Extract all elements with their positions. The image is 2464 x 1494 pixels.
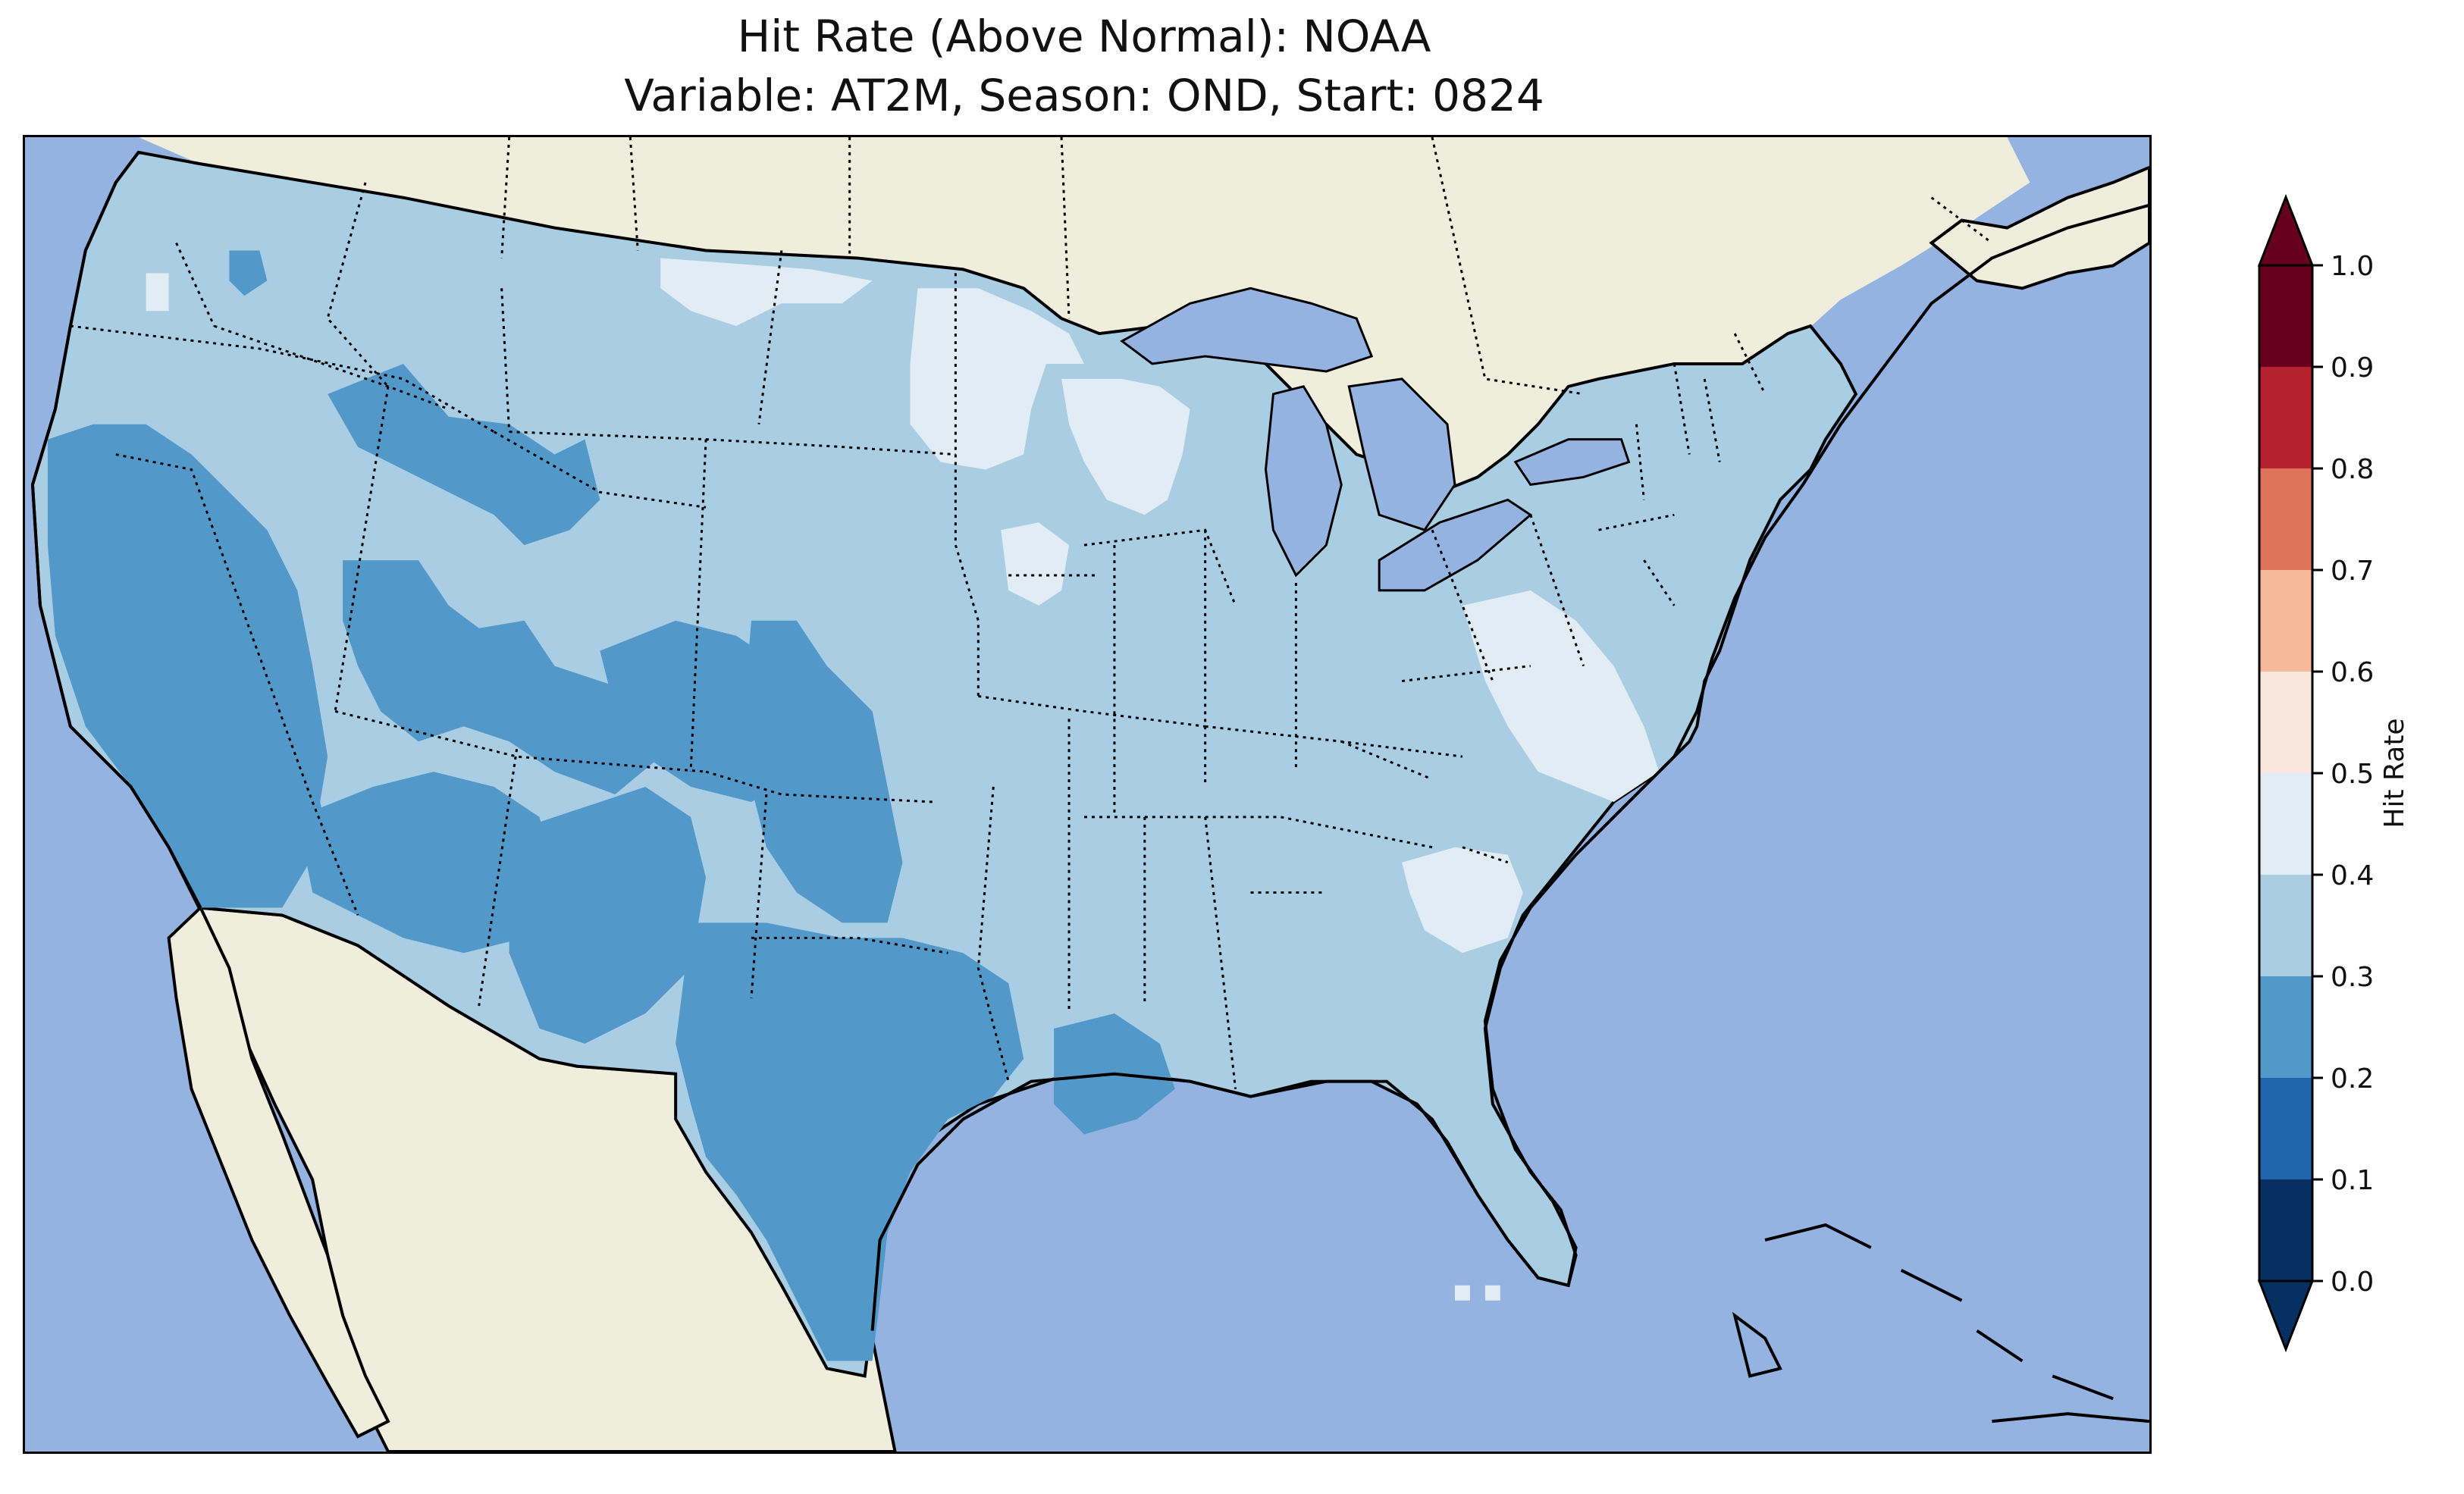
- map-panel: [23, 135, 2152, 1454]
- colorbar-bin-4: [2259, 773, 2312, 875]
- map-title: Hit Rate (Above Normal): NOAA: [737, 11, 1431, 62]
- colorbar-tick-label: 0.6: [2331, 657, 2374, 688]
- cell-florida-keys: [1454, 1285, 1500, 1301]
- colorbar-tick-label: 1.0: [2331, 251, 2374, 282]
- cell-sc-georgia: [1402, 847, 1523, 954]
- colorbar-ticks: 0.0 0.1 0.2 0.3 0.4 0.5 0.6 0.7 0.8 0.9 1.0: [2312, 251, 2374, 1298]
- hit-rate-cells-0.4-0.5: [146, 258, 1660, 1301]
- province-borders: [500, 137, 1993, 396]
- colorbar-bin-6: [2259, 570, 2312, 672]
- map-canvas: [25, 137, 2149, 1452]
- cell-iowa: [1001, 522, 1070, 606]
- cell-montana-north: [660, 258, 873, 327]
- colorbar-tick-label: 0.2: [2331, 1063, 2374, 1095]
- cell-wisconsin: [1061, 378, 1190, 515]
- cell-oregon-pocket: [358, 393, 419, 447]
- colorbar-tick-label: 0.4: [2331, 860, 2374, 891]
- colorbar-tick-label: 0.8: [2331, 454, 2374, 485]
- colorbar-bin-2: [2259, 976, 2312, 1078]
- cell-carolinas: [1462, 590, 1660, 802]
- state-borders: [70, 182, 1766, 1089]
- cell-arizona: [297, 772, 555, 954]
- colorbar-tick-label: 0.0: [2331, 1267, 2374, 1298]
- colorbar-bin-8: [2259, 367, 2312, 468]
- colorbar-bin-5: [2259, 672, 2312, 773]
- colorbar-tick-label: 0.1: [2331, 1165, 2374, 1196]
- colorbar-bin-9: [2259, 265, 2312, 367]
- colorbar-tick-label: 0.3: [2331, 962, 2374, 993]
- colorbar-tick-label: 0.7: [2331, 556, 2374, 587]
- colorbar-tick-label: 0.5: [2331, 759, 2374, 790]
- maritimes-land: [1929, 165, 2149, 290]
- lake-ontario: [1513, 438, 1631, 487]
- colorbar-bin-7: [2259, 468, 2312, 570]
- cell-new-mexico: [509, 787, 707, 1044]
- baja-land: [167, 905, 390, 1439]
- cell-washington-pocket: [229, 250, 268, 296]
- colorbar-bin-1: [2259, 1078, 2312, 1179]
- canada-land: [138, 137, 2030, 606]
- cell-california-nevada: [47, 424, 328, 908]
- cell-utah: [343, 560, 661, 794]
- colorbar-under-extension: [2257, 1279, 2315, 1353]
- colorbar-bins: [2259, 265, 2312, 1281]
- colorbar-bin-0: [2259, 1179, 2312, 1281]
- lake-superior: [1120, 287, 1374, 373]
- lake-michigan: [1264, 385, 1343, 578]
- colorbar-bin-3: [2259, 875, 2312, 976]
- hit-rate-cells-0.2-0.3: [47, 250, 1175, 1361]
- colorbar: 0.0 0.1 0.2 0.3 0.4 0.5 0.6 0.7 0.8 0.9 1.0 Hit Ra…: [2257, 193, 2410, 1353]
- cell-oregon-coast: [146, 273, 169, 312]
- cell-texas: [676, 922, 1024, 1361]
- cell-kansas-oklahoma: [743, 620, 903, 923]
- great-lakes: [1120, 287, 1631, 592]
- cell-upper-midwest: [910, 288, 1085, 470]
- lake-huron: [1347, 377, 1456, 531]
- map-subtitle: Variable: AT2M, Season: OND, Start: 0824: [624, 70, 1544, 121]
- colorbar-tick-label: 0.9: [2331, 352, 2374, 384]
- coastlines: [30, 151, 2149, 1424]
- colorbar-over-extension: [2257, 193, 2315, 267]
- lake-erie: [1378, 498, 1533, 592]
- colorbar-label: Hit Rate: [2379, 718, 2410, 828]
